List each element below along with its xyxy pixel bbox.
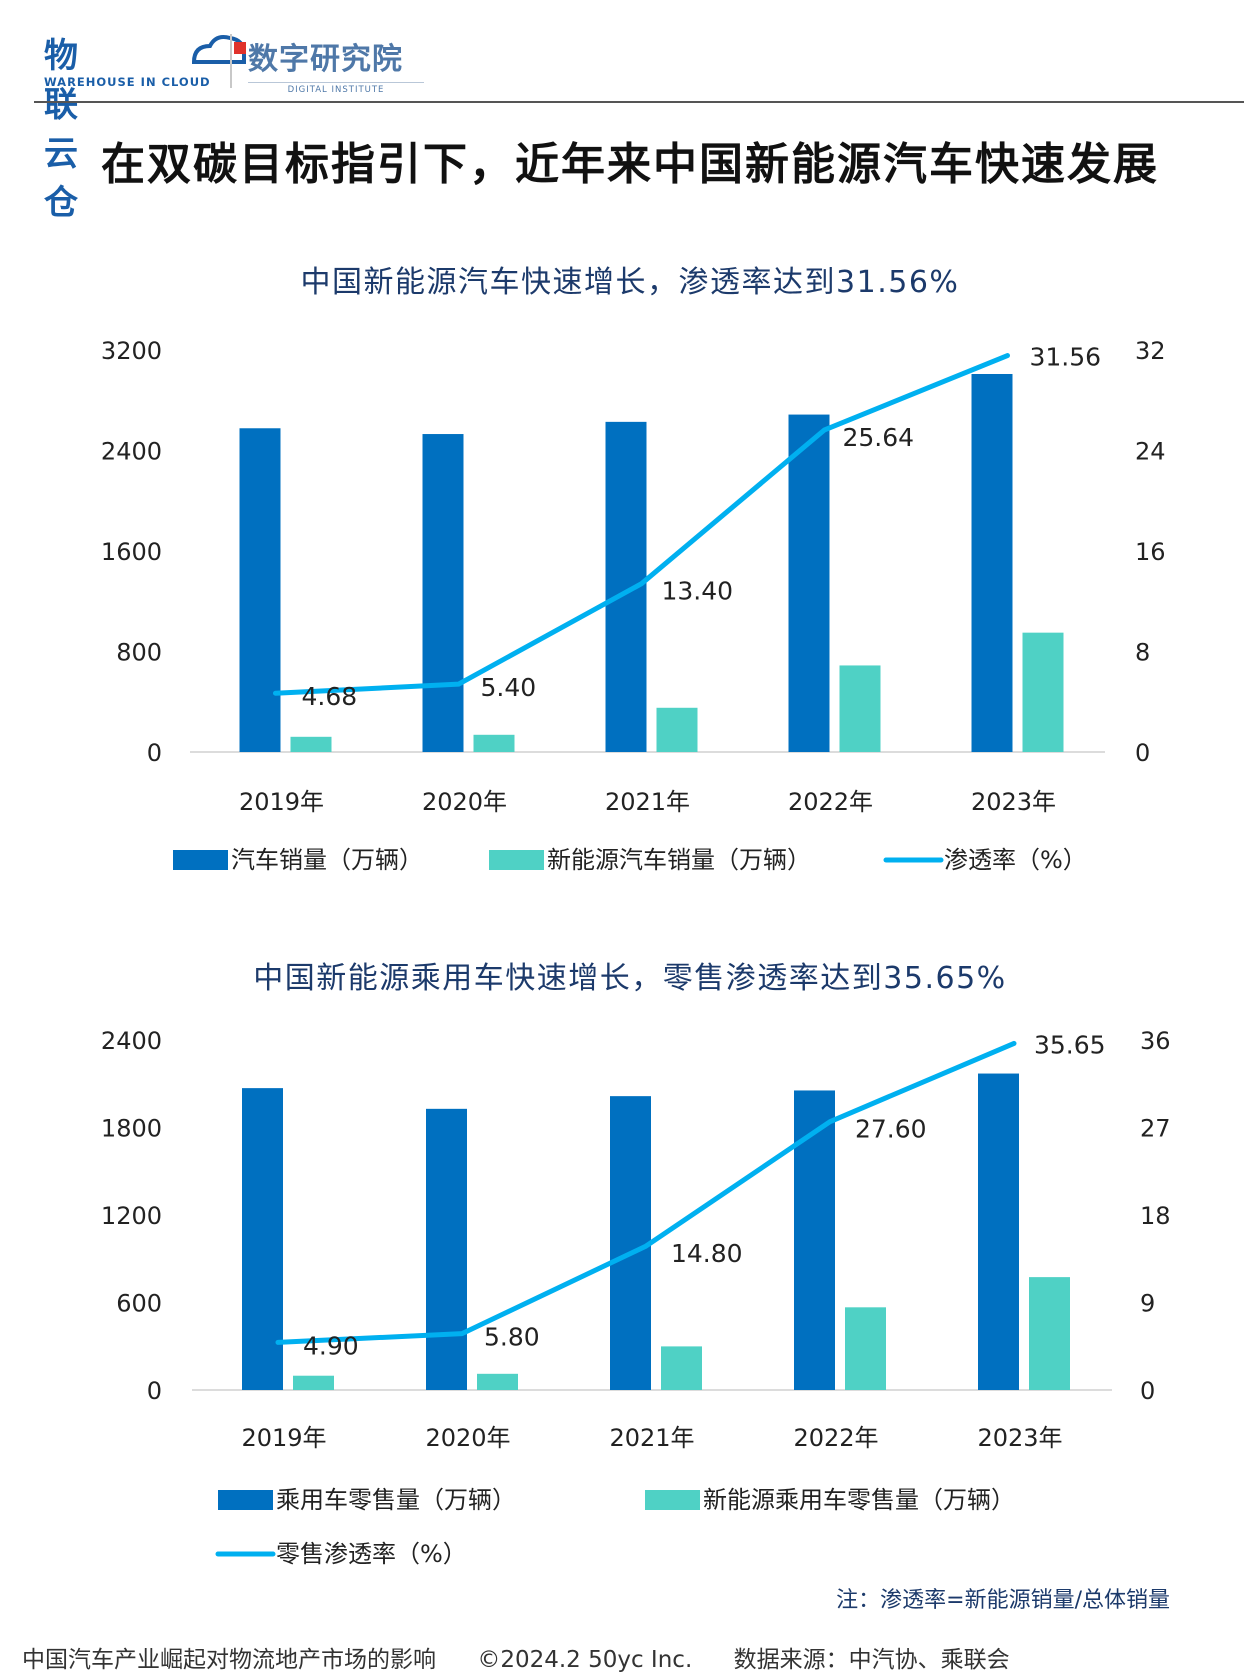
footer-source: 数据来源：中汽协、乘联会 [733,1647,1010,1673]
x-category-label: 2022年 [793,1424,878,1452]
logo-en: WAREHOUSE IN CLOUD [44,75,211,89]
bar-total [794,1090,835,1390]
penetration-line [273,353,1010,696]
y-right-tick: 16 [1135,538,1166,566]
y-left-tick: 800 [116,639,162,667]
chart-title: 中国新能源汽车快速增长，渗透率达到31.56% [301,265,960,300]
y-left-tick: 600 [116,1290,162,1318]
legend-label: 零售渗透率（%） [276,1540,467,1566]
y-left-tick: 1600 [101,538,162,566]
header-rule [34,101,1244,103]
y-right-tick: 18 [1140,1202,1171,1230]
chart-nev-passenger-retail: 中国新能源乘用车快速增长，零售渗透率达到35.65% 0 600 1200 1800 24… [0,946,1260,1566]
header: 物联云仓 WAREHOUSE IN CLOUD 数字研究院 DIGITAL IN… [0,0,1260,223]
y-right-tick: 36 [1140,1027,1171,1055]
note: 注：渗透率=新能源销量/总体销量 [836,1588,1170,1613]
bar-total [239,428,281,752]
digital-institute-logo: 数字研究院 DIGITAL INSTITUTE [248,34,424,95]
chart-svg: 中国新能源汽车快速增长，渗透率达到31.56% 0 800 1600 2400 3200 0… [101,265,1166,874]
footer-copyright: ©2024.2 50yc Inc. [477,1647,693,1673]
line-data-label: 5.80 [484,1323,540,1352]
line-data-label: 25.64 [843,423,915,452]
x-category-label: 2022年 [788,788,873,816]
y-left-tick: 0 [147,739,162,767]
bar-total [422,434,464,752]
bar-nev [290,736,332,752]
line-data-label: 35.65 [1034,1030,1106,1059]
x-category-label: 2023年 [971,788,1056,816]
legend-label: 新能源乘用车零售量（万辆） [703,1486,1015,1514]
y-left-tick: 1800 [101,1115,162,1143]
legend-label: 汽车销量（万辆） [231,846,423,874]
y-right-tick: 0 [1140,1377,1155,1405]
bar-nev [473,734,515,752]
logo-divider [230,34,232,88]
y-left-tick: 1200 [101,1202,162,1230]
line-data-label: 5.40 [481,673,537,702]
bar-total [788,414,830,752]
y-right-tick: 27 [1140,1115,1171,1143]
x-category-label: 2020年 [425,1424,510,1452]
legend-swatch [645,1490,700,1510]
line-data-label: 31.56 [1030,343,1102,372]
x-category-label: 2023年 [977,1424,1062,1452]
bar-nev [845,1307,886,1390]
y-right-tick: 32 [1135,337,1166,365]
y-right-tick: 9 [1140,1290,1155,1318]
institute-en: DIGITAL INSTITUTE [248,82,424,95]
bar-nev [1029,1277,1070,1390]
line-data-label: 4.68 [302,682,358,711]
bar-nev [1022,632,1064,752]
bar-nev [293,1375,334,1390]
chart-svg: 中国新能源乘用车快速增长，零售渗透率达到35.65% 0 600 1200 1800 24… [101,961,1171,1566]
x-category-label: 2019年 [239,788,324,816]
bar-nev [656,707,698,752]
legend-label: 渗透率（%） [944,846,1087,874]
legend-label: 乘用车零售量（万辆） [276,1486,516,1514]
bar-total [426,1108,467,1390]
line-data-label: 13.40 [662,577,734,606]
footer-report: 中国汽车产业崛起对物流地产市场的影响 [22,1647,436,1673]
legend-swatch [489,850,544,870]
bar-total [978,1073,1019,1390]
x-category-label: 2021年 [609,1424,694,1452]
legend-swatch [173,850,228,870]
logo-cn: 物联云仓 [44,36,79,223]
y-left-tick: 0 [147,1377,162,1405]
bar-nev [477,1373,518,1390]
bar-total [610,1096,651,1390]
chart-title: 中国新能源乘用车快速增长，零售渗透率达到35.65% [253,961,1006,996]
x-category-label: 2020年 [422,788,507,816]
footer: 中国汽车产业崛起对物流地产市场的影响 ©2024.2 50yc Inc. 数据来… [22,1640,1044,1674]
legend-swatch [218,1490,273,1510]
y-right-tick: 0 [1135,739,1150,767]
bar-nev [661,1346,702,1390]
legend-label: 新能源汽车销量（万辆） [547,846,811,874]
bar-nev [839,665,881,752]
x-category-label: 2021年 [605,788,690,816]
y-right-tick: 8 [1135,639,1150,667]
line-data-label: 27.60 [855,1115,927,1144]
line-data-label: 14.80 [671,1239,743,1268]
y-right-tick: 24 [1135,438,1166,466]
x-category-label: 2019年 [241,1424,326,1452]
y-left-tick: 2400 [101,438,162,466]
bar-total [242,1088,283,1390]
cloud-logo-icon [191,35,246,64]
bar-total [971,373,1013,752]
penetration-line [275,1040,1017,1345]
page-title: 在双碳目标指引下，近年来中国新能源汽车快速发展 [101,139,1159,190]
chart-nev-vehicle-sales: 中国新能源汽车快速增长，渗透率达到31.56% 0 800 1600 2400 3200 0… [0,250,1260,910]
y-left-tick: 3200 [101,337,162,365]
institute-cn: 数字研究院 [248,42,403,77]
y-left-tick: 2400 [101,1027,162,1055]
line-data-label: 4.90 [303,1331,359,1360]
